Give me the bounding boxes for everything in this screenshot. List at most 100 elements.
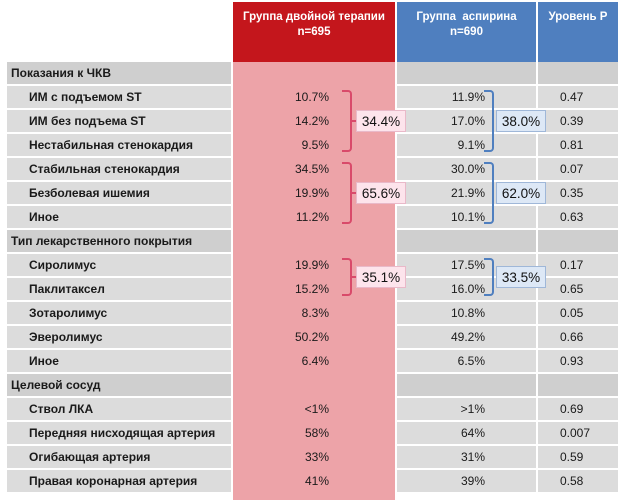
dual-group-total: 34.4%: [356, 110, 406, 132]
table-row-label: Иное: [29, 354, 59, 368]
row-band-aspirin: [397, 350, 536, 372]
table-row-label: Огибающая артерия: [29, 450, 151, 464]
aspirin-group-total: 38.0%: [496, 110, 546, 132]
row-band-aspirin: [397, 326, 536, 348]
section-header: Целевой сосуд: [11, 378, 101, 392]
row-band-p: [538, 350, 618, 372]
row-band-label: [7, 398, 231, 420]
aspirin-value: 9.1%: [457, 138, 485, 152]
table-row-label: Эверолимус: [29, 330, 103, 344]
dual-value: 19.9%: [294, 186, 329, 200]
table-row-label: Безболевая ишемия: [29, 186, 150, 200]
header-dual-n: n=695: [297, 26, 331, 38]
row-band-label: [7, 470, 231, 492]
row-band-aspirin: [397, 302, 536, 324]
dual-value: 50.2%: [294, 330, 329, 344]
p-value: 0.35: [560, 186, 584, 200]
row-band-p: [538, 134, 618, 156]
row-band-p: [538, 278, 618, 300]
p-value: 0.93: [560, 354, 584, 368]
row-band-p: [538, 110, 618, 132]
row-band-aspirin: [397, 422, 536, 444]
table-row-label: Сиролимус: [29, 258, 97, 272]
dual-value: 58%: [304, 426, 329, 440]
dual-value: 10.7%: [294, 90, 329, 104]
row-band-label: [7, 110, 231, 132]
row-band-label: [7, 446, 231, 468]
p-value: 0.58: [560, 474, 584, 488]
table-row-label: ИМ с подъемом ST: [29, 90, 142, 104]
aspirin-value: 64%: [460, 426, 485, 440]
aspirin-group-bracket: [484, 258, 494, 296]
dual-group-bracket: [342, 258, 352, 296]
row-band-aspirin: [397, 158, 536, 180]
row-band-p: [538, 326, 618, 348]
row-band-p: [538, 182, 618, 204]
table-row-label: Паклитаксел: [29, 282, 105, 296]
aspirin-value: 10.8%: [450, 306, 485, 320]
p-value: 0.66: [560, 330, 584, 344]
aspirin-value: 31%: [460, 450, 485, 464]
header-dual-therapy: Группа двойной терапии n=695: [233, 2, 395, 62]
row-band-label: [7, 206, 231, 228]
p-value: 0.81: [560, 138, 584, 152]
dual-group-bracket: [342, 90, 352, 152]
dual-group-bracket-tick: [352, 276, 358, 278]
row-band-p: [538, 398, 618, 420]
dual-group-total: 65.6%: [356, 182, 406, 204]
table-row-label: Стабильная стенокардия: [29, 162, 180, 176]
row-band-p: [538, 470, 618, 492]
row-band-label: [7, 158, 231, 180]
p-value: 0.07: [560, 162, 584, 176]
row-band-aspirin: [397, 374, 536, 396]
row-band-aspirin: [397, 134, 536, 156]
table-row-label: Зотаролимус: [29, 306, 108, 320]
dual-value: 11.2%: [295, 210, 329, 224]
dual-group-bracket-tick: [352, 120, 358, 122]
section-header: Тип лекарственного покрытия: [11, 234, 193, 248]
dual-value: 19.9%: [294, 258, 329, 272]
row-band-p: [538, 86, 618, 108]
dual-value: 15.2%: [294, 282, 329, 296]
dual-value: 8.3%: [301, 306, 329, 320]
dual-group-total: 35.1%: [356, 266, 406, 288]
header-aspirin: Группа аспирина n=690: [397, 2, 536, 62]
row-band-label: [7, 254, 231, 276]
table-row-label: Правая коронарная артерия: [29, 474, 198, 488]
row-band-p: [538, 62, 618, 84]
row-band-p: [538, 446, 618, 468]
aspirin-group-bracket: [484, 90, 494, 152]
row-band-aspirin: [397, 206, 536, 228]
aspirin-value: 17.0%: [450, 114, 485, 128]
dual-value: 33%: [304, 450, 329, 464]
aspirin-group-total: 62.0%: [496, 182, 546, 204]
aspirin-value: 16.0%: [450, 282, 485, 296]
aspirin-value: >1%: [460, 402, 485, 416]
aspirin-value: 30.0%: [450, 162, 485, 176]
p-value: 0.47: [560, 90, 584, 104]
header-p-level: Уровень Р: [538, 2, 618, 62]
aspirin-value: 11.9%: [451, 90, 485, 104]
row-band-aspirin: [397, 470, 536, 492]
row-band-p: [538, 302, 618, 324]
dual-value: 41%: [304, 474, 329, 488]
row-band-p: [538, 206, 618, 228]
table-row-label: ИМ без подъема ST: [29, 114, 146, 128]
aspirin-group-total: 33.5%: [496, 266, 546, 288]
row-band-p: [538, 254, 618, 276]
dual-value: <1%: [304, 402, 329, 416]
p-value: 0.63: [560, 210, 584, 224]
row-band-aspirin: [397, 86, 536, 108]
p-value: 0.65: [560, 282, 584, 296]
table-row-label: Иное: [29, 210, 59, 224]
p-value: 0.59: [560, 450, 584, 464]
p-value: 0.39: [560, 114, 584, 128]
p-value: 0.05: [560, 306, 584, 320]
header-dual-title: Группа двойной терапии: [243, 11, 385, 23]
row-band-label: [7, 230, 231, 252]
aspirin-group-bracket: [484, 162, 494, 224]
dual-group-bracket-tick: [352, 192, 358, 194]
row-band-p: [538, 158, 618, 180]
row-band-p: [538, 230, 618, 252]
aspirin-value: 39%: [460, 474, 485, 488]
